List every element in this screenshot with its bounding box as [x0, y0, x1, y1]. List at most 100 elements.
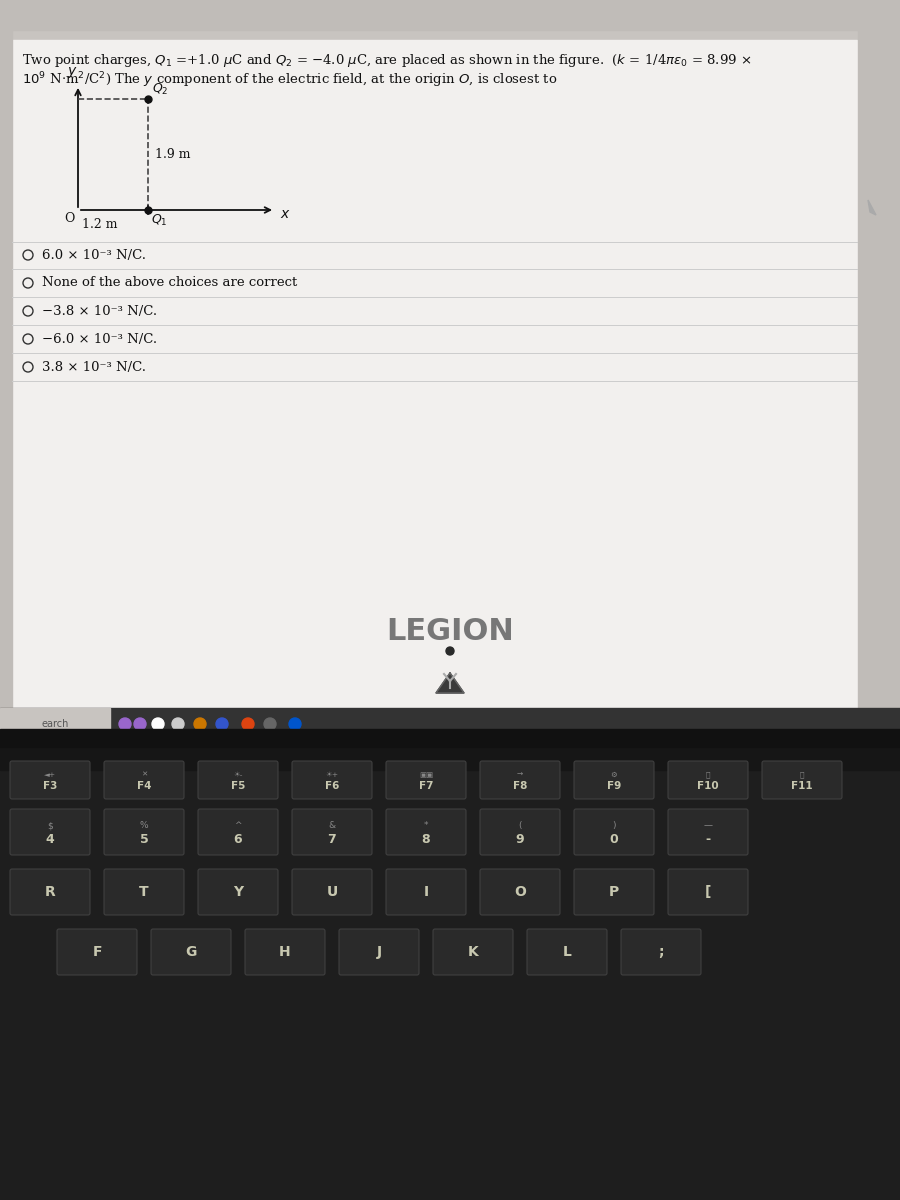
- FancyBboxPatch shape: [433, 929, 513, 974]
- FancyBboxPatch shape: [151, 929, 231, 974]
- Text: LEGION: LEGION: [386, 618, 514, 647]
- Bar: [12, 40, 857, 710]
- Text: F9: F9: [607, 781, 621, 791]
- Text: F8: F8: [513, 781, 527, 791]
- Text: −3.8 × 10⁻³ N/C.: −3.8 × 10⁻³ N/C.: [42, 305, 158, 318]
- Circle shape: [216, 718, 228, 730]
- Bar: [0, 708, 110, 740]
- Bar: [0, 708, 900, 740]
- Text: ^: ^: [234, 821, 242, 830]
- Text: $: $: [47, 821, 53, 830]
- Text: [: [: [705, 886, 711, 899]
- Text: ⬛: ⬛: [706, 772, 710, 779]
- Bar: [0, 746, 900, 1200]
- FancyBboxPatch shape: [104, 869, 184, 914]
- Text: H: H: [279, 946, 291, 959]
- Text: F10: F10: [698, 781, 719, 791]
- Circle shape: [289, 718, 301, 730]
- FancyBboxPatch shape: [104, 809, 184, 854]
- Bar: [0, 738, 900, 740]
- Circle shape: [194, 718, 206, 730]
- FancyBboxPatch shape: [245, 929, 325, 974]
- Text: ☀-: ☀-: [233, 772, 243, 778]
- Text: 4: 4: [46, 833, 54, 846]
- Circle shape: [152, 718, 164, 730]
- FancyBboxPatch shape: [292, 761, 372, 799]
- Circle shape: [119, 718, 131, 730]
- Polygon shape: [868, 200, 876, 215]
- Text: 6: 6: [234, 833, 242, 846]
- FancyBboxPatch shape: [480, 869, 560, 914]
- Text: F3: F3: [43, 781, 58, 791]
- FancyBboxPatch shape: [762, 761, 842, 799]
- Text: $y$: $y$: [67, 65, 77, 80]
- Text: ▣▣: ▣▣: [418, 772, 433, 778]
- FancyBboxPatch shape: [198, 809, 278, 854]
- FancyBboxPatch shape: [198, 761, 278, 799]
- Text: ⚙: ⚙: [610, 772, 617, 778]
- Text: P: P: [609, 886, 619, 899]
- Polygon shape: [436, 673, 464, 692]
- Text: (: (: [518, 821, 522, 830]
- Bar: [0, 0, 900, 740]
- FancyBboxPatch shape: [292, 869, 372, 914]
- Text: →: →: [517, 772, 523, 778]
- Text: ⬛: ⬛: [800, 772, 805, 779]
- Text: ): ): [612, 821, 616, 830]
- FancyBboxPatch shape: [10, 809, 90, 854]
- Text: U: U: [327, 886, 338, 899]
- Text: I: I: [423, 886, 428, 899]
- FancyBboxPatch shape: [574, 869, 654, 914]
- Text: 5: 5: [140, 833, 148, 846]
- Bar: [0, 20, 12, 740]
- Text: 8: 8: [422, 833, 430, 846]
- Text: 6.0 × 10⁻³ N/C.: 6.0 × 10⁻³ N/C.: [42, 248, 146, 262]
- Text: K: K: [468, 946, 479, 959]
- Text: −6.0 × 10⁻³ N/C.: −6.0 × 10⁻³ N/C.: [42, 332, 158, 346]
- FancyBboxPatch shape: [10, 869, 90, 914]
- FancyBboxPatch shape: [57, 929, 137, 974]
- Text: %: %: [140, 821, 148, 830]
- FancyBboxPatch shape: [574, 761, 654, 799]
- Bar: [0, 728, 900, 746]
- FancyBboxPatch shape: [386, 761, 466, 799]
- FancyBboxPatch shape: [198, 869, 278, 914]
- Text: None of the above choices are correct: None of the above choices are correct: [42, 276, 297, 289]
- Text: Y: Y: [233, 886, 243, 899]
- Text: G: G: [185, 946, 197, 959]
- Text: 1.9 m: 1.9 m: [155, 148, 191, 161]
- FancyBboxPatch shape: [339, 929, 419, 974]
- Text: T: T: [140, 886, 148, 899]
- Circle shape: [242, 718, 254, 730]
- Text: Two point charges, $Q_1$ =+1.0 $\mu$C and $Q_2$ = $-$4.0 $\mu$C, are placed as s: Two point charges, $Q_1$ =+1.0 $\mu$C an…: [22, 52, 752, 68]
- Text: F11: F11: [791, 781, 813, 791]
- Text: *: *: [424, 821, 428, 830]
- Circle shape: [446, 647, 454, 655]
- Text: J: J: [376, 946, 382, 959]
- Text: $Q_1$: $Q_1$: [151, 214, 167, 228]
- FancyBboxPatch shape: [10, 761, 90, 799]
- Text: L: L: [562, 946, 572, 959]
- FancyBboxPatch shape: [480, 809, 560, 854]
- Text: O: O: [64, 212, 74, 226]
- Text: —: —: [704, 821, 713, 830]
- Text: -: -: [706, 833, 711, 846]
- FancyBboxPatch shape: [386, 869, 466, 914]
- Text: R: R: [45, 886, 56, 899]
- FancyBboxPatch shape: [480, 761, 560, 799]
- Text: 7: 7: [328, 833, 337, 846]
- Text: 3.8 × 10⁻³ N/C.: 3.8 × 10⁻³ N/C.: [42, 360, 146, 373]
- Text: ◄+: ◄+: [44, 772, 56, 778]
- Bar: [858, 20, 900, 740]
- Text: $10^9$ N$\cdot$m$^2$/C$^2$) The $y$ component of the electric field, at the orig: $10^9$ N$\cdot$m$^2$/C$^2$) The $y$ comp…: [22, 70, 558, 90]
- Text: F7: F7: [418, 781, 433, 791]
- Text: F: F: [92, 946, 102, 959]
- Text: &: &: [328, 821, 336, 830]
- FancyBboxPatch shape: [574, 809, 654, 854]
- Text: 1.2 m: 1.2 m: [82, 218, 118, 232]
- Text: F4: F4: [137, 781, 151, 791]
- Text: O: O: [514, 886, 526, 899]
- Bar: [0, 746, 900, 770]
- Circle shape: [264, 718, 276, 730]
- Text: $Q_2$: $Q_2$: [152, 82, 168, 97]
